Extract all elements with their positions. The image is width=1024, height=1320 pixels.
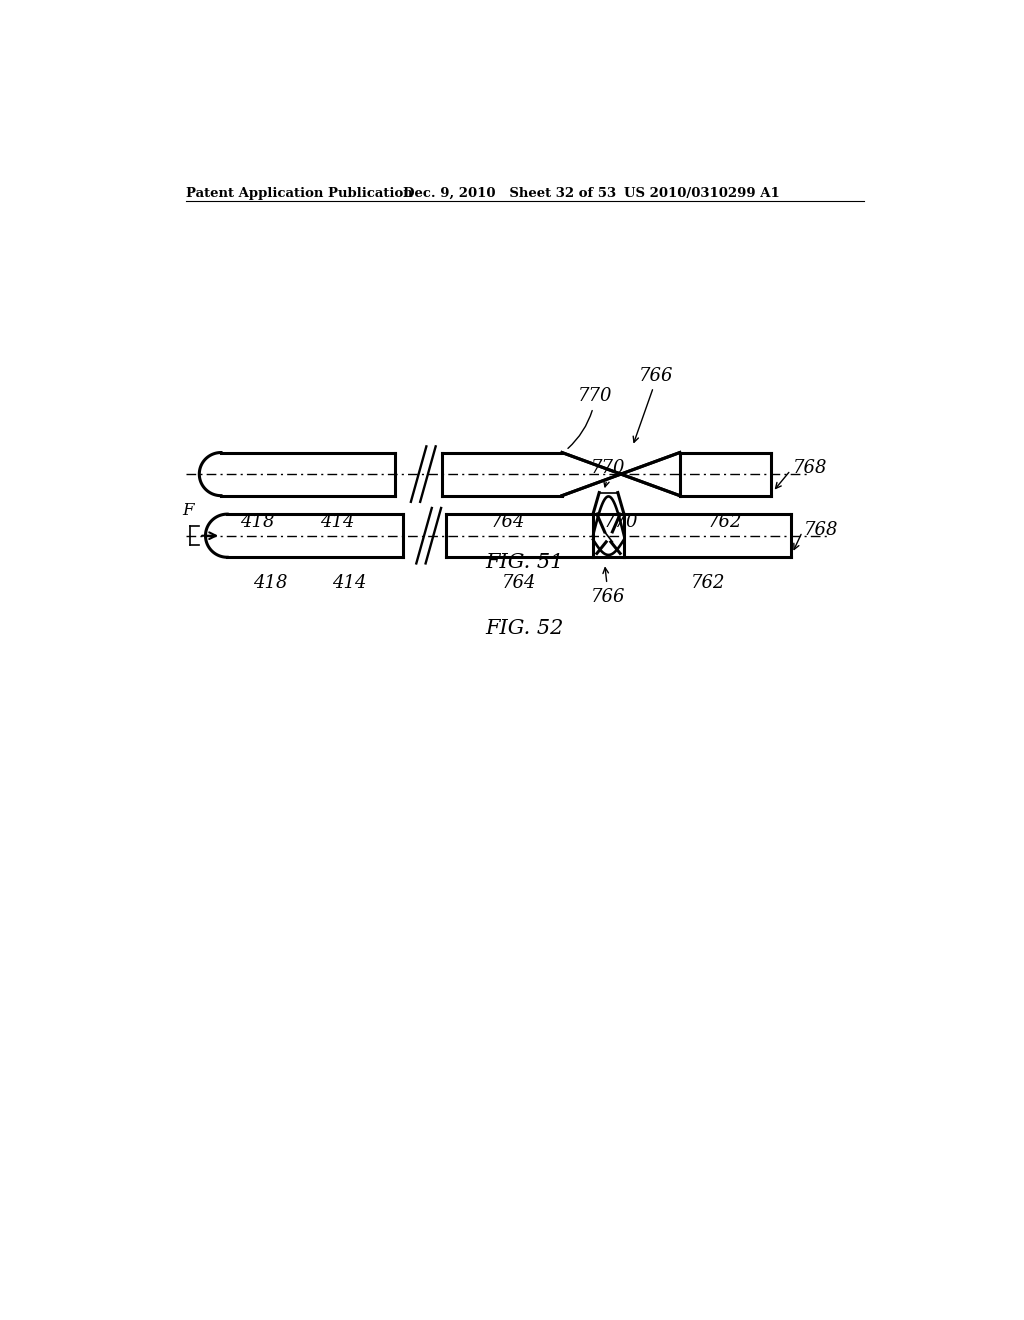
Text: Patent Application Publication: Patent Application Publication	[186, 187, 413, 199]
Text: 770: 770	[579, 387, 612, 405]
Text: 418: 418	[241, 512, 274, 531]
Text: FIG. 51: FIG. 51	[485, 553, 564, 573]
Text: 770: 770	[591, 459, 626, 478]
Text: 764: 764	[490, 512, 525, 531]
Text: 764: 764	[502, 574, 537, 593]
Text: F: F	[182, 502, 194, 519]
Text: 762: 762	[691, 574, 726, 593]
Text: 766: 766	[639, 367, 674, 385]
Text: 418: 418	[253, 574, 287, 593]
Text: 762: 762	[708, 512, 742, 531]
Text: 766: 766	[591, 589, 626, 606]
Text: 768: 768	[793, 459, 827, 477]
Text: 768: 768	[804, 520, 839, 539]
Text: US 2010/0310299 A1: US 2010/0310299 A1	[624, 187, 779, 199]
Text: 414: 414	[332, 574, 367, 593]
Text: 770: 770	[604, 512, 638, 531]
Text: 414: 414	[319, 512, 354, 531]
Text: FIG. 52: FIG. 52	[485, 619, 564, 638]
Text: Dec. 9, 2010   Sheet 32 of 53: Dec. 9, 2010 Sheet 32 of 53	[403, 187, 616, 199]
